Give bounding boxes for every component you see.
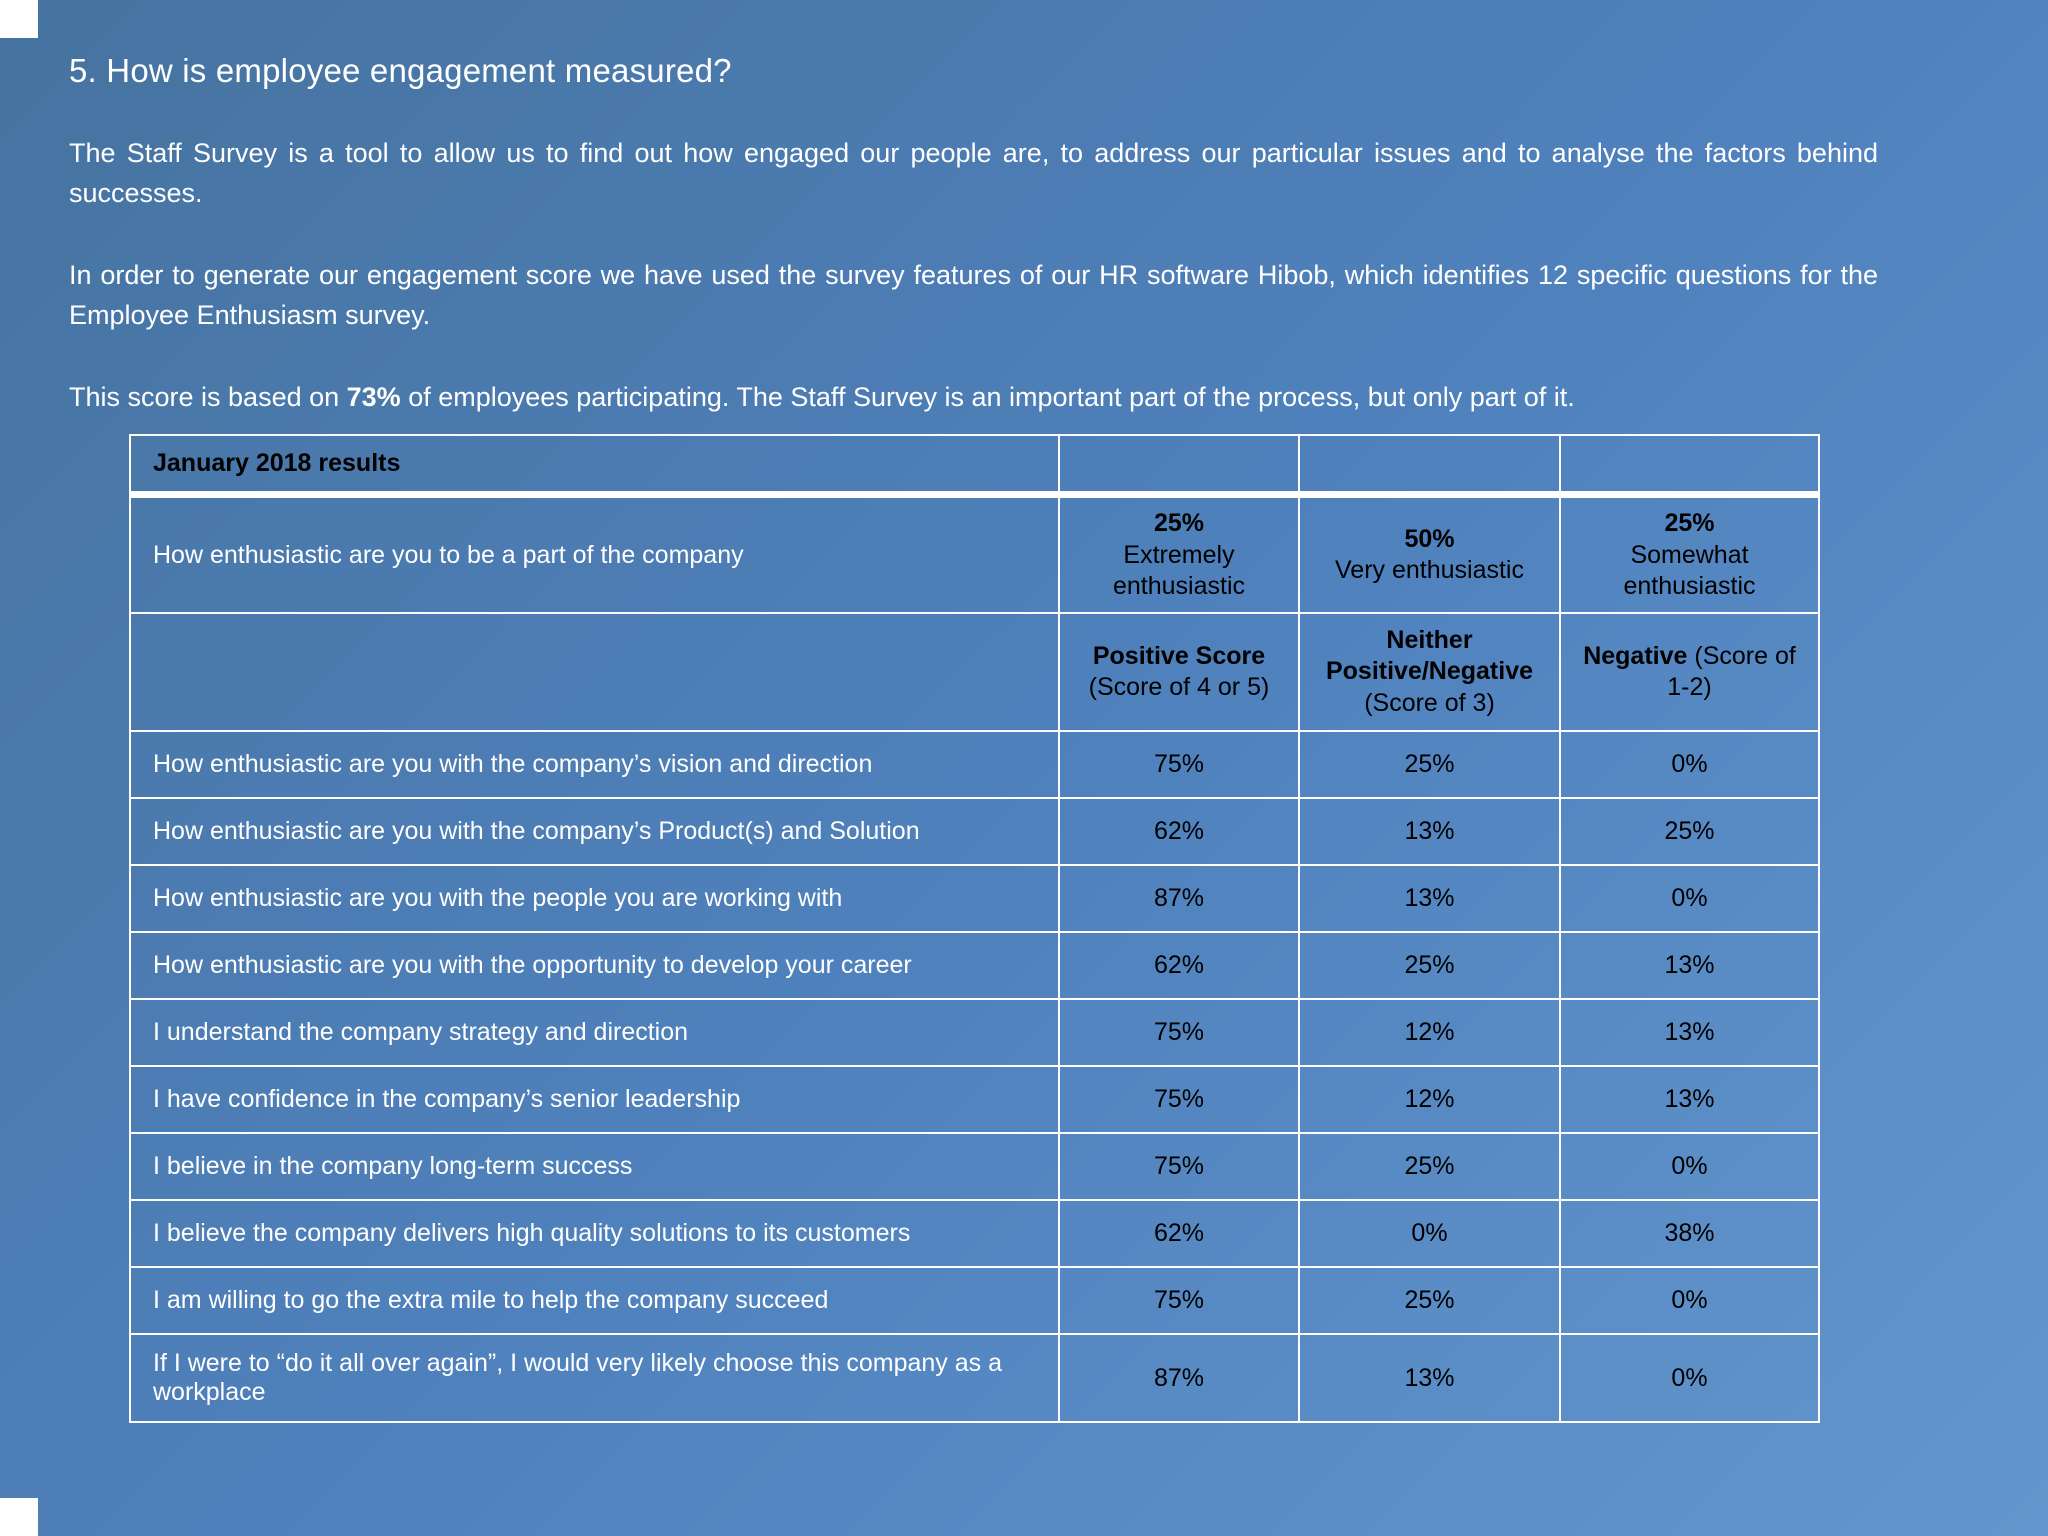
table-row: If I were to “do it all over again”, I w… bbox=[129, 1333, 1820, 1424]
negative-cell: 13% bbox=[1559, 1065, 1820, 1135]
positive-cell: 62% bbox=[1058, 931, 1300, 1001]
table-row: I believe in the company long-term succe… bbox=[129, 1132, 1820, 1202]
page-title: 5. How is employee engagement measured? bbox=[69, 52, 732, 89]
enthusiasm-summary-row: How enthusiastic are you to be a part of… bbox=[129, 493, 1820, 615]
neither-cell: 25% bbox=[1298, 1266, 1561, 1336]
question-cell: How enthusiastic are you to be a part of… bbox=[129, 493, 1060, 615]
table-row: I have confidence in the company’s senio… bbox=[129, 1065, 1820, 1135]
empty-header-cell bbox=[1559, 433, 1820, 499]
positive-cell: 75% bbox=[1058, 730, 1300, 800]
neither-cell: 25% bbox=[1298, 1132, 1561, 1202]
neither-cell: 12% bbox=[1298, 998, 1561, 1068]
neither-score-header-detail: (Score of 3) bbox=[1364, 688, 1495, 717]
negative-score-header-bold: Negative bbox=[1583, 641, 1688, 670]
empty-question-cell bbox=[129, 612, 1060, 733]
table-row: I believe the company delivers high qual… bbox=[129, 1199, 1820, 1269]
negative-score-header-detail: (Score of 1-2) bbox=[1667, 641, 1796, 702]
question-cell: How enthusiastic are you with the opport… bbox=[129, 931, 1060, 1001]
positive-score-header-bold: Positive Score bbox=[1092, 641, 1266, 670]
positive-cell: 62% bbox=[1058, 797, 1300, 867]
table-row: How enthusiastic are you with the compan… bbox=[129, 797, 1820, 867]
positive-cell: 87% bbox=[1058, 864, 1300, 934]
enthusiasm-value: 50% bbox=[1404, 524, 1455, 553]
neither-cell: 0% bbox=[1298, 1199, 1561, 1269]
empty-header-cell bbox=[1058, 433, 1300, 499]
neither-cell: 12% bbox=[1298, 1065, 1561, 1135]
enthusiasm-value: 25% bbox=[1664, 509, 1715, 538]
table-title-cell: January 2018 results bbox=[129, 433, 1060, 499]
positive-cell: 75% bbox=[1058, 1132, 1300, 1202]
table-row: I am willing to go the extra mile to hel… bbox=[129, 1266, 1820, 1336]
table-row: How enthusiastic are you with the compan… bbox=[129, 730, 1820, 800]
table-row: I understand the company strategy and di… bbox=[129, 998, 1820, 1068]
positive-cell: 62% bbox=[1058, 1199, 1300, 1269]
question-cell: I understand the company strategy and di… bbox=[129, 998, 1060, 1068]
slide-content: 5. How is employee engagement measured? … bbox=[69, 52, 1878, 1424]
enthusiasm-cell-very: 50% Very enthusiastic bbox=[1298, 493, 1561, 615]
question-cell: How enthusiastic are you with the compan… bbox=[129, 730, 1060, 800]
positive-cell: 75% bbox=[1058, 1065, 1300, 1135]
question-cell: I believe the company delivers high qual… bbox=[129, 1199, 1060, 1269]
negative-cell: 0% bbox=[1559, 864, 1820, 934]
question-cell: How enthusiastic are you with the compan… bbox=[129, 797, 1060, 867]
positive-cell: 75% bbox=[1058, 1266, 1300, 1336]
paragraph-engagement-score: In order to generate our engagement scor… bbox=[69, 259, 1878, 330]
score-header-row: Positive Score (Score of 4 or 5) Neither… bbox=[129, 612, 1820, 733]
participation-text-after: of employees participating. The Staff Su… bbox=[400, 381, 1575, 412]
negative-cell: 38% bbox=[1559, 1199, 1820, 1269]
enthusiasm-cell-somewhat: 25% Somewhat enthusiastic bbox=[1559, 493, 1820, 615]
negative-cell: 0% bbox=[1559, 730, 1820, 800]
question-cell: I am willing to go the extra mile to hel… bbox=[129, 1266, 1060, 1336]
positive-cell: 87% bbox=[1058, 1333, 1300, 1424]
positive-score-header-detail: (Score of 4 or 5) bbox=[1088, 673, 1270, 702]
page-corner-artifact-bottom-left bbox=[0, 1498, 38, 1536]
negative-cell: 0% bbox=[1559, 1132, 1820, 1202]
negative-cell: 0% bbox=[1559, 1266, 1820, 1336]
neither-cell: 13% bbox=[1298, 1333, 1561, 1424]
enthusiasm-label: Very enthusiastic bbox=[1335, 556, 1524, 585]
question-cell: How enthusiastic are you with the people… bbox=[129, 864, 1060, 934]
positive-score-header: Positive Score (Score of 4 or 5) bbox=[1058, 612, 1300, 733]
neither-cell: 13% bbox=[1298, 797, 1561, 867]
enthusiasm-label: Somewhat enthusiastic bbox=[1623, 540, 1756, 600]
page-corner-artifact-top-left bbox=[0, 0, 38, 38]
neither-cell: 25% bbox=[1298, 931, 1561, 1001]
question-cell: I have confidence in the company’s senio… bbox=[129, 1065, 1060, 1135]
neither-score-header-bold: Neither Positive/Negative bbox=[1325, 626, 1534, 686]
negative-score-header: Negative (Score of 1-2) bbox=[1559, 612, 1820, 733]
results-table: January 2018 results How enthusiastic ar… bbox=[129, 433, 1820, 1424]
paragraph-participation: This score is based on 73% of employees … bbox=[69, 378, 1878, 418]
negative-cell: 25% bbox=[1559, 797, 1820, 867]
positive-cell: 75% bbox=[1058, 998, 1300, 1068]
enthusiasm-value: 25% bbox=[1153, 509, 1205, 538]
enthusiasm-label: Extremely enthusiastic bbox=[1112, 540, 1246, 600]
enthusiasm-cell-extremely: 25% Extremely enthusiastic bbox=[1058, 493, 1300, 615]
negative-cell: 13% bbox=[1559, 998, 1820, 1068]
participation-percentage: 73% bbox=[346, 381, 401, 412]
negative-cell: 13% bbox=[1559, 931, 1820, 1001]
neither-cell: 25% bbox=[1298, 730, 1561, 800]
empty-header-cell bbox=[1298, 433, 1561, 499]
question-cell: If I were to “do it all over again”, I w… bbox=[129, 1333, 1060, 1424]
neither-cell: 13% bbox=[1298, 864, 1561, 934]
table-row: How enthusiastic are you with the opport… bbox=[129, 931, 1820, 1001]
table-title-row: January 2018 results bbox=[129, 433, 1820, 499]
question-cell: I believe in the company long-term succe… bbox=[129, 1132, 1060, 1202]
participation-text-before: This score is based on bbox=[69, 381, 347, 412]
neither-score-header: Neither Positive/Negative (Score of 3) bbox=[1298, 612, 1561, 733]
paragraph-staff-survey: The Staff Survey is a tool to allow us t… bbox=[69, 138, 1878, 208]
table-row: How enthusiastic are you with the people… bbox=[129, 864, 1820, 934]
negative-cell: 0% bbox=[1559, 1333, 1820, 1424]
